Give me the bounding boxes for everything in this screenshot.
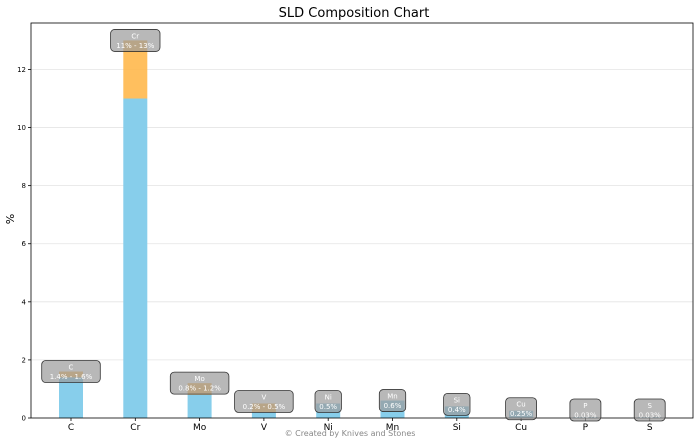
annotation-s: S 0.03% (633, 398, 666, 422)
annotation-mo: Mo 0.8% - 1.2% (169, 371, 230, 395)
plot-frame (30, 22, 694, 419)
annotation-box (110, 29, 161, 52)
annotation-range: 1.4% - 1.6% (50, 373, 93, 381)
annotation-element: V (262, 393, 267, 401)
annotation-range: 0.25% (510, 410, 533, 418)
annotation-v: V 0.2% - 0.5% (234, 390, 294, 413)
chart-title: SLD Composition Chart (279, 6, 430, 21)
annotation-range: 11% - 13% (116, 42, 154, 50)
y-tick-label: 0 (22, 415, 26, 423)
annotation-cu: Cu0.25% (505, 397, 538, 421)
annotation-element: Mn (387, 393, 397, 401)
x-tick-label: P (583, 423, 589, 433)
annotation-mn: Mn0.6% (378, 389, 407, 412)
annotation-c: C1.4% - 1.6% (41, 360, 101, 383)
bar-min-mo (187, 394, 212, 418)
y-tick-label: 4 (22, 298, 27, 306)
annotation-range: 0.5% (319, 403, 337, 411)
annotation-element: Mo (194, 375, 204, 383)
x-tick-label: S (647, 423, 653, 433)
footer-credit: © Created by Knives and Stones (285, 429, 416, 438)
x-tick-label: Cr (130, 423, 140, 433)
bar-annotations: C1.4% - 1.6% Cr 11% - 13% Mo 0.8% - 1.2% V 0.2… (41, 29, 666, 422)
annotation-si: Si 0.4% (443, 392, 471, 416)
y-tick-label: 12 (17, 66, 26, 74)
x-tick-label: Si (453, 423, 461, 433)
annotation-element: C (69, 364, 74, 372)
annotation-element: Ni (325, 393, 332, 401)
annotation-box (569, 398, 602, 422)
y-tick-label: 10 (17, 124, 26, 132)
bar-min-cr (123, 98, 148, 418)
annotation-box (378, 389, 407, 412)
annotation-element: S (647, 402, 652, 410)
annotation-range: 0.4% (448, 406, 466, 414)
bars (59, 40, 662, 418)
annotation-box (41, 360, 101, 383)
annotation-range: 0.03% (574, 412, 597, 420)
x-tick-label: Mn (386, 423, 399, 433)
x-tick-label: C (68, 423, 74, 433)
axes: 0 2 4 6 8 10 12 C Cr Mo V Ni Mn Si Cu P S (17, 22, 694, 433)
x-tick-label: V (261, 423, 268, 433)
y-tick-label: 8 (22, 182, 26, 190)
y-tick-label: 2 (22, 356, 26, 364)
x-tick-label: Ni (324, 423, 333, 433)
annotation-range: 0.2% - 0.5% (243, 403, 286, 411)
annotation-box (633, 398, 666, 422)
bar-min-v (251, 412, 276, 418)
annotation-element: Cr (131, 32, 139, 40)
annotation-ni: Ni 0.5% (314, 390, 342, 413)
annotation-box (169, 371, 230, 395)
annotation-cr: Cr 11% - 13% (110, 29, 161, 52)
annotation-box (234, 390, 294, 413)
y-axis-label: % (4, 214, 17, 224)
bar-min-c (59, 377, 83, 418)
annotation-box (314, 390, 342, 413)
annotation-box (443, 392, 471, 416)
annotation-box (505, 397, 538, 421)
annotation-element: Cu (516, 401, 525, 409)
x-tick-label: Cu (515, 423, 527, 433)
annotation-range: 0.03% (639, 412, 662, 420)
annotation-range: 0.6% (384, 402, 402, 410)
x-tick-label: Mo (193, 423, 207, 433)
annotation-p: P 0.03% (569, 398, 602, 422)
y-tick-label: 6 (22, 240, 27, 248)
annotation-range: 0.8% - 1.2% (178, 385, 221, 393)
annotation-element: P (583, 402, 587, 410)
annotation-element: Si (454, 396, 460, 404)
